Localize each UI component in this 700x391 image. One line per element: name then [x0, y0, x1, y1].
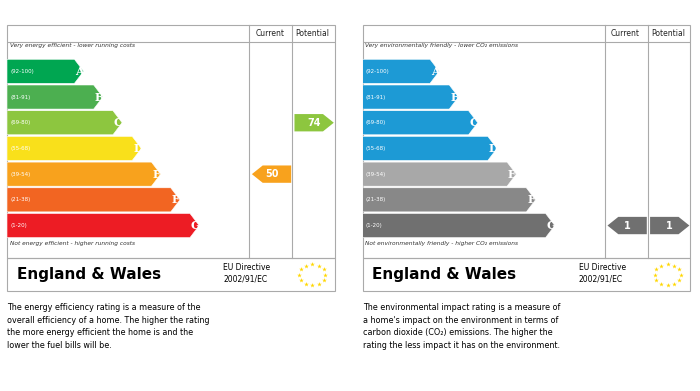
Text: Environmental Impact (CO₂) Rating: Environmental Impact (CO₂) Rating [371, 8, 603, 21]
Text: B: B [94, 91, 104, 102]
Text: (55-68): (55-68) [10, 146, 31, 151]
Text: Potential: Potential [651, 29, 685, 38]
Text: (21-38): (21-38) [366, 197, 386, 202]
Polygon shape [363, 111, 477, 135]
Text: (55-68): (55-68) [366, 146, 386, 151]
Polygon shape [252, 165, 291, 183]
Text: (81-91): (81-91) [366, 95, 386, 100]
Text: G: G [191, 220, 200, 231]
Text: C: C [470, 117, 478, 128]
Text: D: D [489, 143, 498, 154]
Text: A: A [76, 66, 84, 77]
Text: (21-38): (21-38) [10, 197, 31, 202]
Text: (1-20): (1-20) [10, 223, 27, 228]
Text: Current: Current [256, 29, 284, 38]
Polygon shape [7, 136, 141, 160]
Text: 1: 1 [624, 221, 631, 231]
Text: The energy efficiency rating is a measure of the
overall efficiency of a home. T: The energy efficiency rating is a measur… [7, 303, 209, 350]
Text: Very energy efficient - lower running costs: Very energy efficient - lower running co… [10, 43, 134, 48]
Polygon shape [7, 85, 103, 109]
Polygon shape [363, 136, 497, 160]
Text: (92-100): (92-100) [10, 69, 34, 74]
Text: Energy Efficiency Rating: Energy Efficiency Rating [15, 8, 178, 21]
Text: F: F [527, 194, 535, 205]
Text: F: F [172, 194, 179, 205]
Polygon shape [7, 188, 180, 212]
Polygon shape [363, 162, 516, 186]
Text: (69-80): (69-80) [366, 120, 386, 125]
Text: (1-20): (1-20) [366, 223, 383, 228]
Text: England & Wales: England & Wales [17, 267, 161, 282]
Text: The environmental impact rating is a measure of
a home's impact on the environme: The environmental impact rating is a mea… [363, 303, 560, 350]
Text: (39-54): (39-54) [10, 172, 31, 177]
Polygon shape [295, 114, 334, 131]
Text: D: D [133, 143, 143, 154]
Text: Potential: Potential [295, 29, 330, 38]
Text: C: C [114, 117, 122, 128]
Text: E: E [153, 169, 161, 179]
Text: EU Directive
2002/91/EC: EU Directive 2002/91/EC [223, 263, 270, 283]
Text: (92-100): (92-100) [366, 69, 390, 74]
Polygon shape [363, 59, 439, 83]
Text: Current: Current [611, 29, 640, 38]
Polygon shape [7, 111, 122, 135]
Polygon shape [650, 217, 690, 234]
Text: 74: 74 [307, 118, 321, 128]
Text: G: G [547, 220, 556, 231]
Polygon shape [608, 217, 647, 234]
Text: A: A [431, 66, 440, 77]
Text: EU Directive
2002/91/EC: EU Directive 2002/91/EC [579, 263, 626, 283]
Text: Not environmentally friendly - higher CO₂ emissions: Not environmentally friendly - higher CO… [365, 241, 518, 246]
Text: (81-91): (81-91) [10, 95, 31, 100]
Polygon shape [363, 213, 555, 238]
Polygon shape [363, 188, 536, 212]
Polygon shape [363, 85, 458, 109]
Polygon shape [7, 162, 160, 186]
Text: (39-54): (39-54) [366, 172, 386, 177]
Text: 50: 50 [265, 169, 279, 179]
Text: E: E [508, 169, 517, 179]
Text: England & Wales: England & Wales [372, 267, 517, 282]
Polygon shape [7, 213, 199, 238]
Text: Not energy efficient - higher running costs: Not energy efficient - higher running co… [10, 241, 134, 246]
Text: 1: 1 [666, 221, 673, 231]
Text: (69-80): (69-80) [10, 120, 31, 125]
Text: B: B [450, 91, 460, 102]
Text: Very environmentally friendly - lower CO₂ emissions: Very environmentally friendly - lower CO… [365, 43, 518, 48]
Polygon shape [7, 59, 83, 83]
